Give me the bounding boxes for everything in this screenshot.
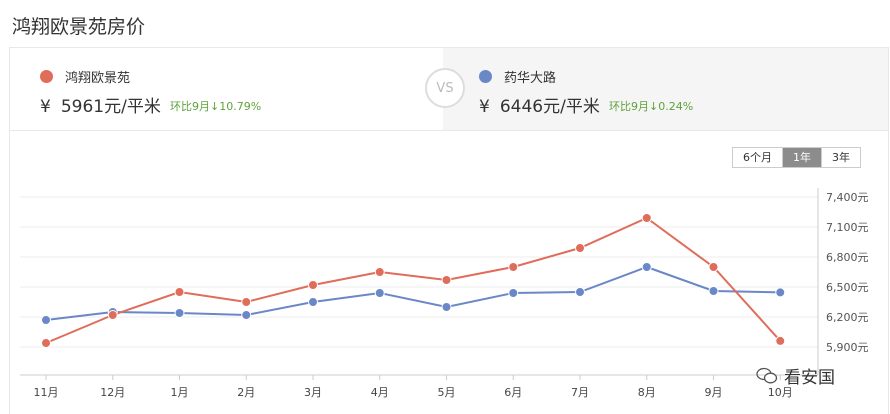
x-tick-label: 4月: [371, 386, 389, 399]
series-point: [775, 335, 786, 346]
series-point: [41, 315, 51, 325]
x-tick-label: 9月: [705, 386, 723, 399]
x-tick-label: 6月: [504, 386, 522, 399]
series-point: [708, 262, 719, 272]
range-selector: 6个月 1年 3年: [732, 147, 861, 168]
series-point: [508, 262, 519, 272]
right-price: ¥6446元/平米: [479, 92, 600, 117]
left-price-value: 5961元/平米: [60, 97, 161, 117]
series-point: [241, 297, 252, 307]
series-point: [441, 275, 452, 285]
left-community-name: 鸿翔欧景苑: [40, 67, 130, 86]
y-tick-label: 6,800元: [826, 251, 869, 264]
right-community-name: 药华大路: [479, 67, 556, 86]
x-tick-label: 8月: [638, 386, 656, 399]
series-point: [308, 297, 318, 307]
series-line: [45, 265, 781, 321]
series-point: [174, 287, 185, 297]
series-point: [708, 286, 719, 296]
series-point: [241, 310, 252, 320]
right-currency: ¥: [479, 97, 490, 117]
x-tick-label: 1月: [171, 386, 189, 399]
series-point: [107, 310, 118, 320]
y-tick-label: 7,100元: [826, 221, 869, 234]
series-point: [374, 288, 385, 298]
watermark-text: 看安国: [784, 368, 835, 388]
right-series-dot-icon: [479, 70, 492, 83]
x-tick-label: 3月: [304, 386, 322, 399]
comparison-panel: 鸿翔欧景苑 ¥5961元/平米 环比9月↓10.79% 药华大路 ¥6446元/…: [9, 47, 889, 131]
y-tick-label: 5,900元: [826, 341, 869, 354]
compare-left: 鸿翔欧景苑 ¥5961元/平米 环比9月↓10.79%: [10, 48, 443, 130]
page-title: 鸿翔欧景苑房价: [12, 16, 146, 38]
series-point: [575, 287, 585, 297]
series-point: [308, 280, 318, 290]
series-point: [441, 302, 452, 312]
y-tick-label: 7,400元: [826, 191, 869, 204]
x-tick-label: 5月: [438, 386, 456, 399]
range-1-year-button[interactable]: 1年: [783, 148, 822, 167]
series-point: [641, 213, 652, 223]
chart-frame: [9, 131, 889, 414]
left-change: 环比9月↓10.79%: [170, 100, 262, 113]
x-tick-label: 10月: [768, 386, 793, 399]
compare-right: 药华大路 ¥6446元/平米 环比9月↓0.24%: [443, 48, 888, 130]
range-6-months-button[interactable]: 6个月: [733, 148, 783, 167]
left-price: ¥5961元/平米: [40, 92, 161, 117]
x-tick-label: 11月: [34, 386, 59, 399]
right-name-label: 药华大路: [504, 71, 557, 86]
x-tick-label: 12月: [100, 386, 125, 399]
series-point: [374, 267, 385, 277]
y-tick-label: 6,500元: [826, 281, 869, 294]
series-line: [45, 216, 781, 344]
range-3-years-button[interactable]: 3年: [822, 148, 860, 167]
series-point: [641, 262, 652, 272]
left-name-label: 鸿翔欧景苑: [65, 71, 131, 86]
x-tick-label: 7月: [571, 386, 589, 399]
series-point: [508, 288, 519, 298]
vs-badge: VS: [425, 68, 465, 108]
x-tick-label: 2月: [237, 386, 255, 399]
series-point: [174, 308, 185, 318]
right-price-value: 6446元/平米: [499, 97, 600, 117]
series-point: [775, 287, 786, 298]
right-change: 环比9月↓0.24%: [609, 100, 694, 113]
left-series-dot-icon: [40, 70, 53, 83]
series-point: [575, 243, 585, 253]
left-currency: ¥: [40, 97, 51, 117]
watermark: 看安国: [756, 363, 835, 388]
series-point: [41, 338, 51, 348]
y-tick-label: 6,200元: [826, 311, 869, 324]
wechat-icon: [756, 367, 778, 383]
